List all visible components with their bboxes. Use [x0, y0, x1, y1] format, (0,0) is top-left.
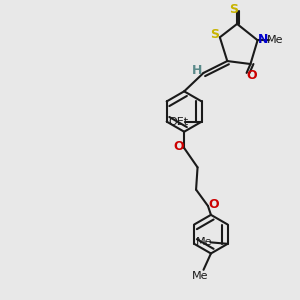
- Text: O: O: [173, 140, 184, 153]
- Text: O: O: [247, 69, 257, 82]
- Text: S: S: [230, 3, 238, 16]
- Text: O: O: [208, 198, 219, 211]
- Text: S: S: [210, 28, 219, 41]
- Text: H: H: [192, 64, 202, 77]
- Text: Me: Me: [196, 237, 212, 247]
- Text: Me: Me: [267, 35, 284, 45]
- Text: N: N: [258, 33, 268, 46]
- Text: OEt: OEt: [169, 117, 189, 127]
- Text: Me: Me: [192, 271, 209, 281]
